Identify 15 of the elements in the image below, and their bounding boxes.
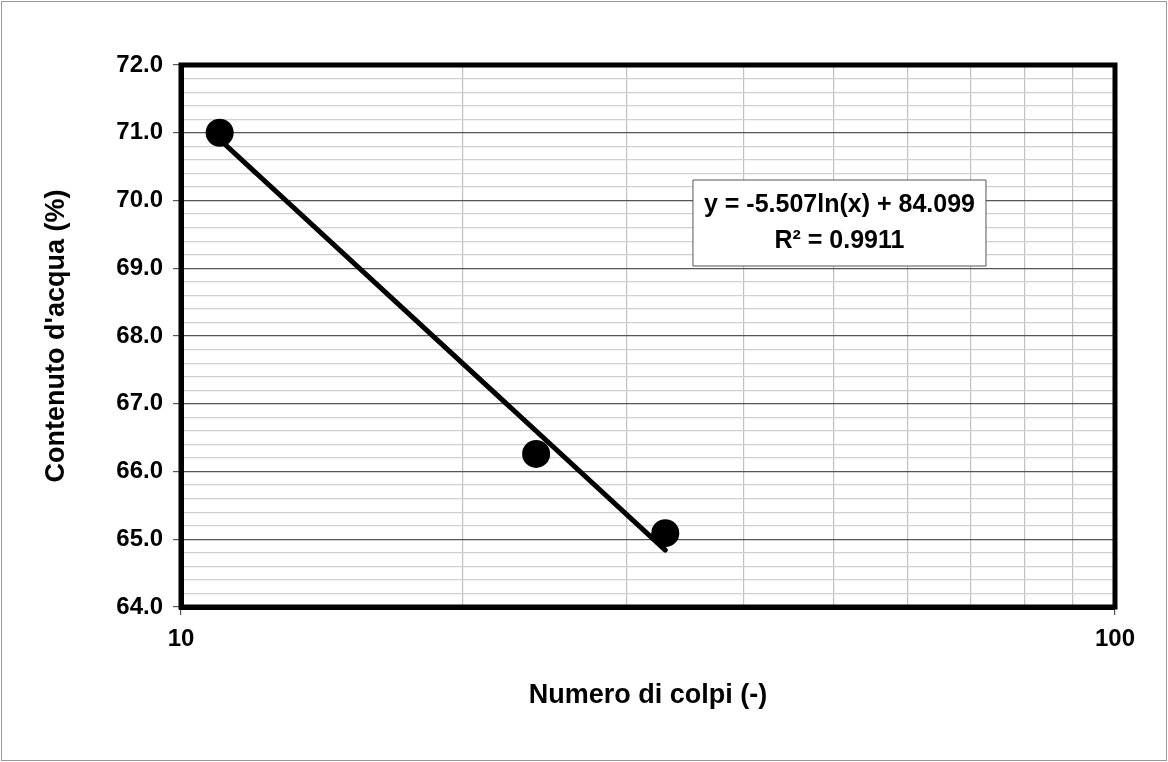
annotation: y = -5.507ln(x) + 84.099 <box>703 188 975 217</box>
y-tick-label: 69.0 <box>116 252 163 280</box>
y-tick-label: 67.0 <box>116 388 163 416</box>
y-tick-label: 72.0 <box>116 49 163 77</box>
x-axis-title: Numero di colpi (-) <box>528 679 768 710</box>
y-tick-label: 68.0 <box>116 320 163 348</box>
x-tick-label: 100 <box>1094 624 1136 652</box>
y-tick-label: 66.0 <box>116 456 163 484</box>
y-tick-label: 71.0 <box>116 117 163 145</box>
x-tick-label: 10 <box>167 624 195 652</box>
annotation: R² = 0.9911 <box>774 224 905 253</box>
y-axis-title: Contenuto d'acqua (%) <box>39 189 70 483</box>
y-tick-label: 64.0 <box>116 591 163 619</box>
y-tick-label: 65.0 <box>116 523 163 551</box>
y-tick-label: 70.0 <box>116 185 163 213</box>
